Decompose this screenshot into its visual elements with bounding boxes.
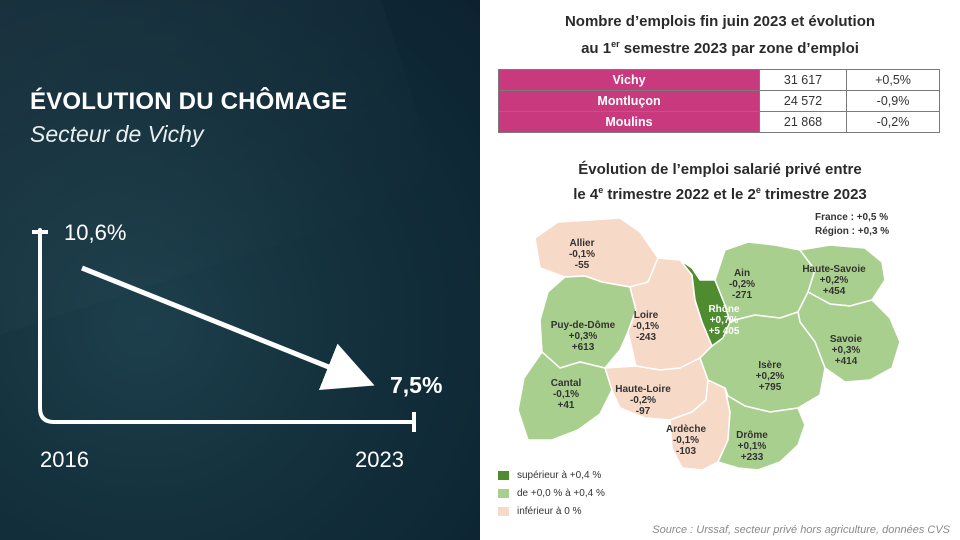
zone-cell: Vichy xyxy=(498,69,760,91)
national-regional-figures: France : +0,5 % Région : +0,3 % xyxy=(815,211,889,239)
france-figure: France : +0,5 % xyxy=(815,212,889,223)
department-label: -0,1% xyxy=(633,321,659,332)
table-row: Montluçon 24 572 -0,9% xyxy=(498,90,940,112)
unemployment-chart: 10,6% 7,5% 2016 2023 xyxy=(38,220,442,472)
department-label: +0,7% xyxy=(710,315,739,326)
department-label: +454 xyxy=(823,286,846,297)
department-puy-de-dome xyxy=(539,275,637,369)
department-label: Isère xyxy=(758,360,782,371)
department-label: +0,1% xyxy=(738,441,767,452)
department-label: Ain xyxy=(734,268,750,279)
table-row: Vichy 31 617 +0,5% xyxy=(498,69,940,91)
map-title-line-2: le 4e trimestre 2022 et le 2e trimestre … xyxy=(573,185,867,203)
department-label: +41 xyxy=(558,400,575,411)
table-title-line-2: au 1er semestre 2023 par zone d’emploi xyxy=(581,39,859,57)
department-label: +233 xyxy=(741,452,764,463)
legend-swatch-mid xyxy=(498,488,509,498)
unemployment-panel: ÉVOLUTION DU CHÔMAGE Secteur de Vichy 10… xyxy=(0,0,480,540)
department-label: Ardèche xyxy=(666,424,706,435)
department-label: Drôme xyxy=(736,430,768,441)
department-label: Haute-Savoie xyxy=(802,264,866,275)
region-figure: Région : +0,3 % xyxy=(815,226,890,237)
end-year-label: 2023 xyxy=(355,447,404,472)
unemployment-title: ÉVOLUTION DU CHÔMAGE xyxy=(30,88,348,115)
decline-arrow xyxy=(81,265,375,391)
department-label: -55 xyxy=(575,260,590,271)
department-label: +0,2% xyxy=(756,371,785,382)
department-label: +5 405 xyxy=(709,326,740,337)
legend-item-high: supérieur à +0,4 % xyxy=(498,466,605,484)
department-label: -243 xyxy=(636,332,656,343)
department-label: Loire xyxy=(634,310,659,321)
department-isere xyxy=(699,311,826,413)
department-label: -271 xyxy=(732,290,752,301)
employment-table: Vichy 31 617 +0,5% Montluçon 24 572 -0,9… xyxy=(498,69,940,133)
department-label: -0,1% xyxy=(673,435,699,446)
department-label: Haute-Loire xyxy=(615,384,671,395)
department-label: +0,3% xyxy=(569,331,598,342)
department-label: Cantal xyxy=(551,378,582,389)
department-label: -0,2% xyxy=(729,279,755,290)
department-label: -0,1% xyxy=(553,389,579,400)
start-year-label: 2016 xyxy=(40,447,89,472)
legend-swatch-high xyxy=(498,470,509,480)
department-label: -97 xyxy=(636,406,651,417)
map-title-line-1: Évolution de l’emploi salarié privé entr… xyxy=(578,161,862,178)
employment-panel: Nombre d’emplois fin juin 2023 et évolut… xyxy=(480,0,960,540)
department-label: Savoie xyxy=(830,334,863,345)
department-cantal xyxy=(517,351,613,441)
department-allier xyxy=(534,217,659,288)
change-cell: -0,9% xyxy=(846,90,940,112)
zone-cell: Montluçon xyxy=(498,90,760,112)
region-map: Allier-0,1%-55Loire-0,1%-243Rhône+0,7%+5… xyxy=(517,217,901,471)
table-title-line-1: Nombre d’emplois fin juin 2023 et évolut… xyxy=(564,13,876,30)
department-label: +0,3% xyxy=(832,345,861,356)
zone-cell: Moulins xyxy=(498,111,760,133)
department-label: +414 xyxy=(835,356,858,367)
table-row: Moulins 21 868 -0,2% xyxy=(498,111,940,133)
jobs-cell: 24 572 xyxy=(759,90,847,112)
department-label: -0,2% xyxy=(630,395,656,406)
chart-axes xyxy=(38,228,416,424)
department-label: +0,2% xyxy=(820,275,849,286)
change-cell: -0,2% xyxy=(846,111,940,133)
department-label: -103 xyxy=(676,446,696,457)
start-value-label: 10,6% xyxy=(64,220,126,245)
department-label: +613 xyxy=(572,342,595,353)
source-note: Source : Urssaf, secteur privé hors agri… xyxy=(652,524,950,536)
legend-item-mid: de +0,0 % à +0,4 % xyxy=(498,484,605,502)
jobs-cell: 21 868 xyxy=(759,111,847,133)
department-label: Rhône xyxy=(708,304,740,315)
department-label: -0,1% xyxy=(569,249,595,260)
department-label: Puy-de-Dôme xyxy=(551,320,616,331)
unemployment-subtitle: Secteur de Vichy xyxy=(30,121,204,147)
department-drome xyxy=(717,387,806,471)
map-legend: supérieur à +0,4 % de +0,0 % à +0,4 % in… xyxy=(498,466,605,520)
end-value-label: 7,5% xyxy=(390,372,442,398)
department-label: +795 xyxy=(759,382,782,393)
legend-item-low: inférieur à 0 % xyxy=(498,502,605,520)
legend-swatch-low xyxy=(498,506,509,516)
department-label: Allier xyxy=(569,238,594,249)
